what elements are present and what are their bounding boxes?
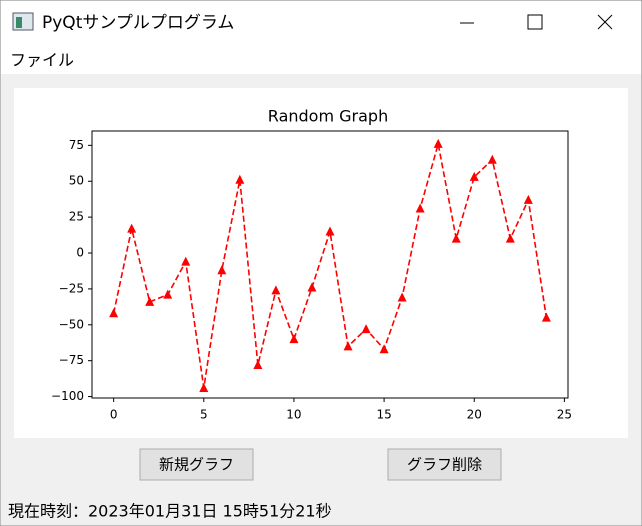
y-tick-label: −25 [59,281,84,295]
data-marker [415,203,425,213]
data-marker [343,341,353,351]
title-menu-bg [1,1,641,74]
y-tick-label: −50 [59,317,84,331]
x-tick-label: 25 [557,408,572,422]
y-tick-label: 50 [69,174,84,188]
data-marker [397,292,407,302]
data-marker [181,256,191,266]
data-marker [127,223,137,233]
data-marker [451,233,461,243]
app-icon-detail [16,17,22,28]
y-tick-label: 0 [76,246,84,260]
data-marker [253,359,263,369]
button-label[interactable]: グラフ削除 [407,456,482,474]
data-marker [505,233,515,243]
data-marker [523,194,533,204]
data-marker [235,174,245,184]
x-tick-label: 0 [110,408,118,422]
button-label[interactable]: 新規グラフ [159,456,234,474]
data-marker [271,285,281,295]
data-marker [163,289,173,299]
data-marker [541,312,551,322]
data-marker [109,308,119,318]
data-marker [469,171,479,181]
button[interactable]: グラフ削除 [387,448,502,481]
window-title: PyQtサンプルプログラム [42,13,234,33]
x-tick-label: 20 [467,408,482,422]
data-marker [217,265,227,275]
data-marker [487,154,497,164]
data-marker [289,334,299,344]
data-marker [433,138,443,148]
x-tick-label: 10 [286,408,301,422]
button-face[interactable] [139,448,254,481]
data-marker [145,296,155,306]
plot-frame [91,130,569,399]
y-tick-label: −75 [59,353,84,367]
chart-panel [14,88,628,438]
button-face[interactable] [387,448,502,481]
data-marker [361,324,371,334]
x-tick-label: 15 [376,408,391,422]
chart-title: Random Graph [268,107,388,126]
close-button[interactable] [597,14,613,30]
y-tick-label: 25 [69,210,84,224]
data-marker [325,226,335,236]
data-marker [379,344,389,354]
maximize-button[interactable] [527,14,543,30]
menu-item[interactable]: ファイル [10,51,74,70]
button[interactable]: 新規グラフ [139,448,254,481]
y-tick-label: 75 [69,138,84,152]
data-marker [199,382,209,392]
data-marker [307,282,317,292]
x-tick-label: 5 [200,408,208,422]
y-tick-label: −100 [51,389,84,403]
status-text: 現在時刻：2023年01月31日 15時51分21秒 [8,502,332,521]
